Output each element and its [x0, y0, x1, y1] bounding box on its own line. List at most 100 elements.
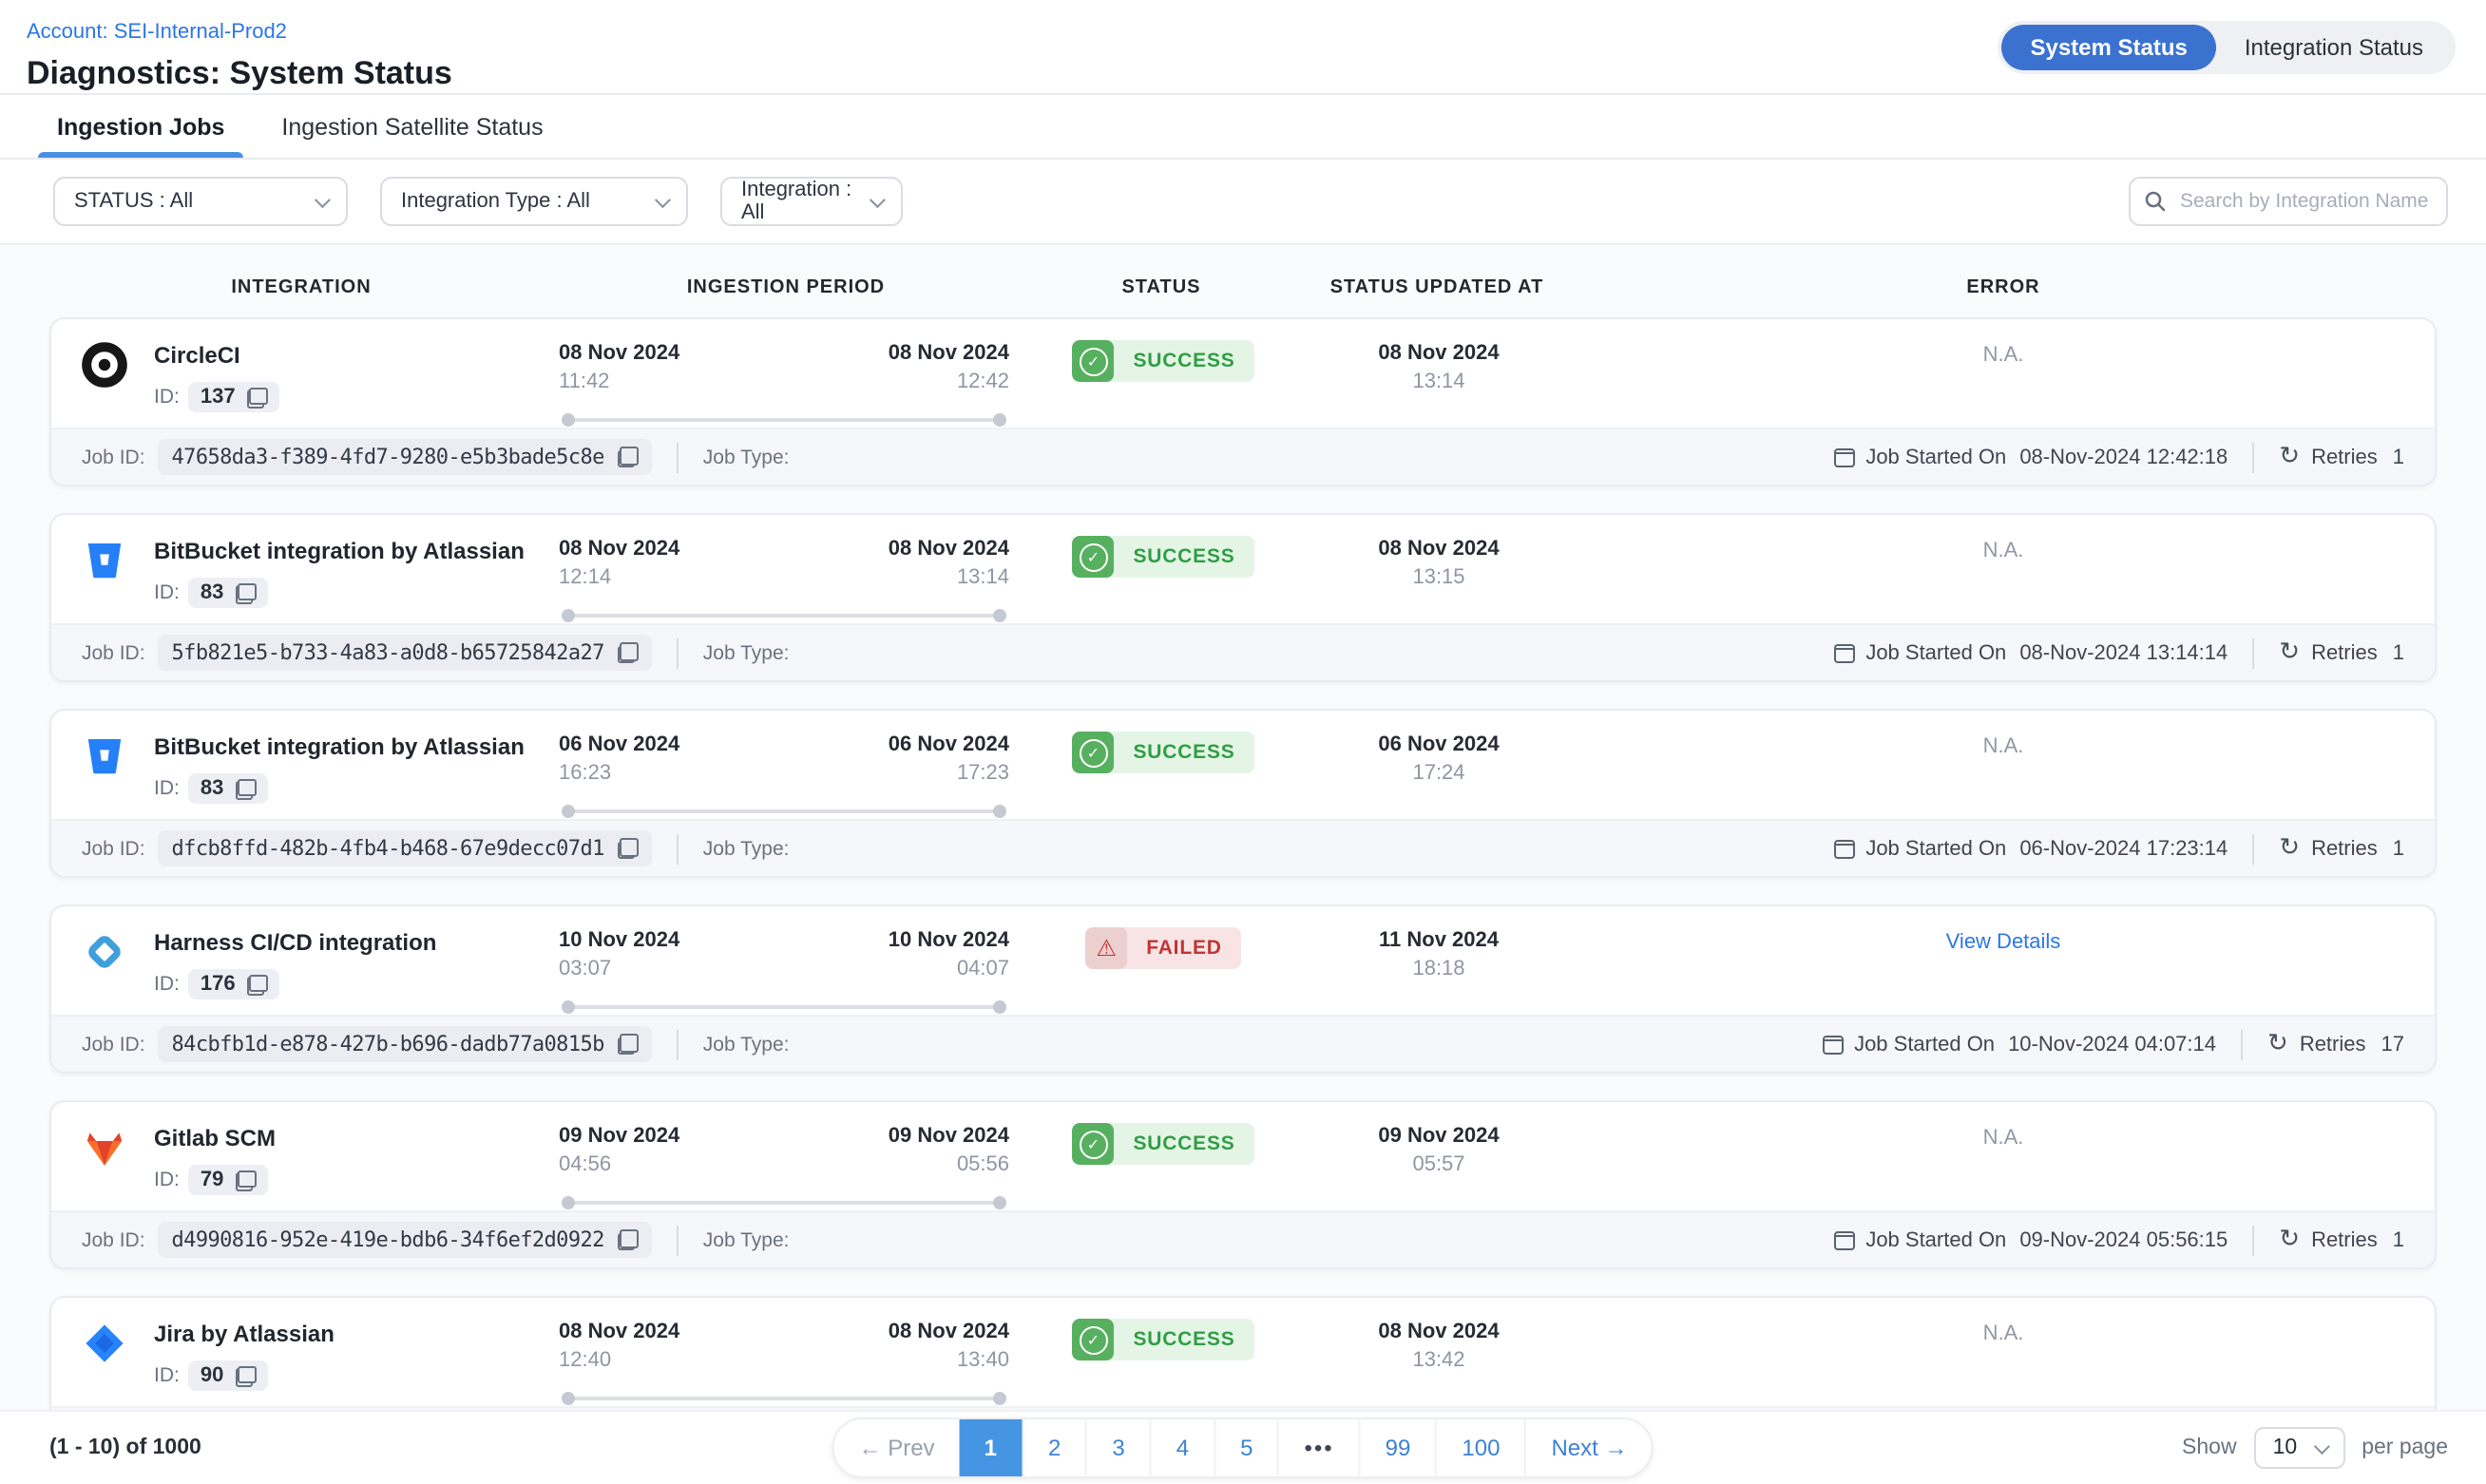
status-badge: SUCCESS	[1072, 1319, 1254, 1360]
retries-count: 1	[2392, 446, 2404, 468]
page-size-value: 10	[2272, 1436, 2298, 1459]
page-button-5[interactable]: 5	[1214, 1419, 1277, 1476]
divider	[676, 442, 679, 472]
divider	[676, 1029, 679, 1059]
ingestion-period-cell: 06 Nov 2024 16:23 06 Nov 2024 17:23	[555, 730, 1021, 819]
jobs-list: CircleCI ID: 137 08 Nov 2024 11:42	[49, 317, 2437, 1410]
status-badge: SUCCESS	[1072, 1123, 1254, 1165]
chevron-down-icon	[654, 192, 671, 209]
job-started-value: 08-Nov-2024 13:14:14	[2019, 641, 2228, 664]
id-label: ID:	[154, 777, 180, 800]
integration-id-pill: 79	[188, 1165, 268, 1195]
retries-count: 1	[2392, 1228, 2404, 1251]
period-end-time: 13:40	[956, 1349, 1009, 1372]
period-end-date: 08 Nov 2024	[888, 538, 1009, 561]
status-badge-text: SUCCESS	[1133, 741, 1235, 764]
integration-id: 83	[200, 581, 224, 604]
job-type-label: Job Type:	[702, 1228, 790, 1251]
page-button-2[interactable]: 2	[1021, 1419, 1085, 1476]
integration-cell: Harness CI/CD integration ID: 176	[51, 925, 555, 1015]
system-status-toggle-button[interactable]: System Status	[2001, 25, 2216, 70]
period-end-time: 05:56	[956, 1153, 1009, 1176]
tab-ingestion-jobs[interactable]: Ingestion Jobs	[38, 95, 244, 158]
calendar-icon	[1833, 447, 1855, 466]
status-updated-date: 08 Nov 2024	[1378, 1321, 1500, 1343]
integration-id: 79	[200, 1169, 224, 1191]
error-cell: View Details	[1572, 925, 2435, 1015]
error-cell-value: N.A.	[1982, 344, 2024, 367]
job-id-pill: 5fb821e5-b733-4a83-a0d8-b65725842a27	[158, 635, 652, 671]
account-breadcrumb-link[interactable]: Account: SEI-Internal-Prod2	[27, 21, 287, 44]
column-header-ingestion-period: INGESTION PERIOD	[686, 276, 886, 297]
page-button-99[interactable]: 99	[1358, 1419, 1436, 1476]
calendar-icon	[1822, 1035, 1844, 1054]
copy-icon[interactable]	[617, 447, 639, 467]
table-header-row: INTEGRATION INGESTION PERIOD STATUS STAT…	[49, 264, 2437, 310]
job-id-pill: dfcb8ffd-482b-4fb4-b468-67e9decc07d1	[158, 830, 652, 866]
status-filter-dropdown[interactable]: STATUS : All	[53, 177, 348, 226]
integration-id: 176	[200, 973, 236, 996]
copy-icon[interactable]	[235, 778, 257, 799]
copy-icon[interactable]	[617, 1034, 639, 1055]
error-view-details-link[interactable]: View Details	[1945, 931, 2061, 954]
page-button-3[interactable]: 3	[1085, 1419, 1149, 1476]
status-updated-date: 11 Nov 2024	[1379, 929, 1499, 952]
integration-filter-dropdown[interactable]: Integration : All	[720, 177, 903, 226]
job-started-value: 06-Nov-2024 17:23:14	[2019, 837, 2228, 860]
copy-icon[interactable]	[246, 974, 268, 995]
status-cell: SUCCESS	[1021, 338, 1306, 428]
status-updated-date: 08 Nov 2024	[1378, 342, 1500, 365]
copy-icon[interactable]	[617, 838, 639, 859]
job-type-label: Job Type:	[702, 1033, 790, 1056]
status-badge-text: SUCCESS	[1133, 545, 1235, 568]
error-cell: N.A.	[1572, 1317, 2435, 1406]
integration-status-toggle-button[interactable]: Integration Status	[2216, 25, 2452, 70]
slider-start-dot	[562, 609, 575, 622]
show-label: Show	[2182, 1436, 2237, 1459]
status-toggle: System Status Integration Status	[1998, 21, 2456, 74]
ingestion-jobs-panel: INTEGRATION INGESTION PERIOD STATUS STAT…	[0, 243, 2486, 1410]
divider	[676, 1225, 679, 1255]
id-label: ID:	[154, 581, 180, 604]
copy-icon[interactable]	[617, 642, 639, 663]
job-id-pill: 47658da3-f389-4fd7-9280-e5b3bade5c8e	[158, 439, 652, 475]
page-ellipsis-button[interactable]: •••	[1277, 1419, 1358, 1476]
slider-end-dot	[993, 1000, 1006, 1014]
period-start-date: 10 Nov 2024	[559, 929, 680, 952]
copy-icon[interactable]	[246, 387, 268, 408]
tab-ingestion-satellite-status[interactable]: Ingestion Satellite Status	[281, 114, 544, 141]
page-size-control: Show 10 per page	[2182, 1427, 2448, 1469]
copy-icon[interactable]	[617, 1229, 639, 1250]
integration-name: BitBucket integration by Atlassian	[154, 538, 525, 564]
period-start-time: 04:56	[559, 1153, 612, 1176]
page-size-select[interactable]: 10	[2253, 1427, 2345, 1469]
column-header-status: STATUS	[1121, 276, 1201, 297]
retries-refresh-icon: ↻	[2279, 443, 2301, 471]
job-details-strip: Job ID: 47658da3-f389-4fd7-9280-e5b3bade…	[51, 428, 2435, 485]
per-page-label: per page	[2362, 1436, 2448, 1459]
integration-type-filter-dropdown[interactable]: Integration Type : All	[380, 177, 688, 226]
copy-icon[interactable]	[235, 1365, 257, 1386]
error-cell: N.A.	[1572, 338, 2435, 428]
page-button-4[interactable]: 4	[1149, 1419, 1214, 1476]
harness-icon	[82, 929, 127, 975]
slider-end-dot	[993, 413, 1006, 427]
period-range-slider	[562, 1000, 1006, 1014]
integration-id-pill: 83	[188, 773, 268, 804]
job-started-value: 08-Nov-2024 12:42:18	[2019, 446, 2228, 468]
status-updated-time: 05:57	[1412, 1153, 1465, 1176]
page-button-1[interactable]: 1	[959, 1419, 1022, 1476]
search-input[interactable]	[2129, 177, 2448, 226]
copy-icon[interactable]	[235, 1170, 257, 1190]
page-button-100[interactable]: 100	[1435, 1419, 1524, 1476]
next-page-button[interactable]: Next →	[1524, 1419, 1652, 1476]
copy-icon[interactable]	[235, 582, 257, 603]
integration-id-pill: 137	[188, 382, 279, 412]
job-started-label: Job Started On	[1865, 837, 2007, 860]
status-updated-cell: 06 Nov 2024 17:24	[1306, 730, 1572, 819]
prev-page-button[interactable]: ← Prev	[834, 1419, 960, 1476]
chevron-down-icon	[314, 192, 331, 209]
slider-end-dot	[993, 1392, 1006, 1405]
period-start-date: 09 Nov 2024	[559, 1125, 680, 1148]
